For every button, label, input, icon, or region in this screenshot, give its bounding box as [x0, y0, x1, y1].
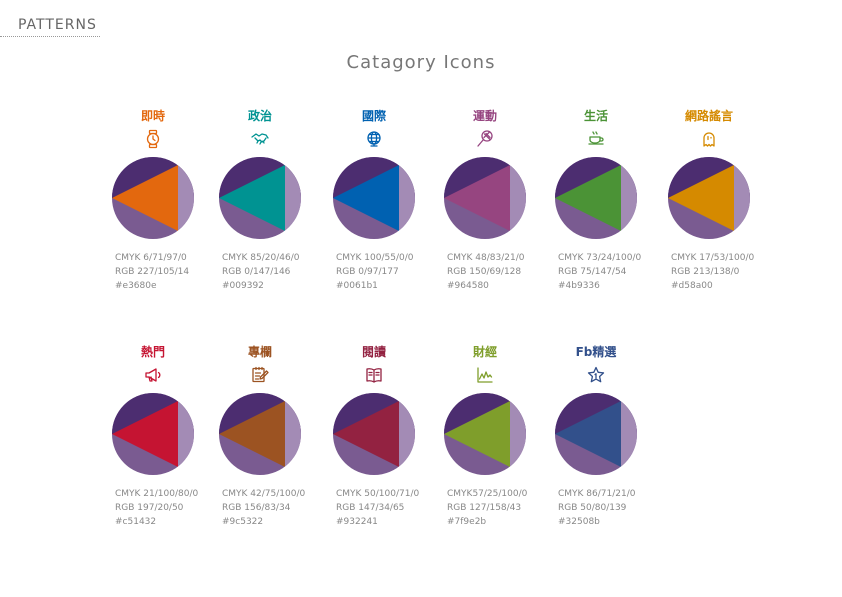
- color-specs: CMYK57/25/100/0 RGB 127/158/43 #7f9e2b: [447, 487, 557, 529]
- spec-hex: #9c5322: [222, 517, 264, 527]
- handshake-icon: [250, 129, 270, 149]
- color-specs: CMYK 73/24/100/0 RGB 75/147/54 #4b9336: [558, 251, 668, 293]
- swatch-triangle: [333, 165, 399, 231]
- category-name: 專欄: [247, 345, 272, 359]
- color-swatch: [555, 393, 637, 475]
- page-title: Catagory Icons: [346, 52, 496, 73]
- color-swatch: [219, 157, 301, 239]
- category-name: 政治: [247, 109, 272, 123]
- swatch-triangle: [555, 165, 621, 231]
- swatch-triangle: [444, 401, 510, 467]
- spec-cmyk: CMYK 50/100/71/0: [336, 489, 420, 499]
- swatch-triangle: [668, 165, 734, 231]
- color-swatch: [444, 393, 526, 475]
- category-name: 熱門: [140, 345, 165, 359]
- color-swatch: [333, 393, 415, 475]
- spec-cmyk: CMYK 42/75/100/0: [222, 489, 306, 499]
- color-specs: CMYK 48/83/21/0 RGB 150/69/128 #964580: [447, 251, 557, 293]
- line-chart-icon: [475, 365, 495, 385]
- spec-hex: #964580: [447, 281, 489, 291]
- swatch-triangle: [555, 401, 621, 467]
- watch-icon: [143, 129, 163, 149]
- spec-rgb: RGB 213/138/0: [671, 267, 740, 277]
- color-swatch: [555, 157, 637, 239]
- spec-rgb: RGB 147/34/65: [336, 503, 405, 513]
- spec-cmyk: CMYK 17/53/100/0: [671, 253, 755, 263]
- spec-hex: #d58a00: [671, 281, 713, 291]
- spec-cmyk: CMYK57/25/100/0: [447, 489, 528, 499]
- color-swatch: [668, 157, 750, 239]
- category-name: 網路謠言: [684, 109, 733, 123]
- spec-cmyk: CMYK 86/71/21/0: [558, 489, 636, 499]
- spec-rgb: RGB 0/147/146: [222, 267, 291, 277]
- section-divider: [0, 36, 100, 37]
- swatch-triangle: [333, 401, 399, 467]
- spec-cmyk: CMYK 100/55/0/0: [336, 253, 414, 263]
- color-specs: CMYK 17/53/100/0 RGB 213/138/0 #d58a00: [671, 251, 781, 293]
- spec-rgb: RGB 156/83/34: [222, 503, 291, 513]
- category-name: 運動: [472, 109, 497, 123]
- globe-icon: [364, 129, 384, 149]
- category-name: 閱讀: [361, 345, 386, 359]
- swatch-triangle: [219, 401, 285, 467]
- ghost-icon: [699, 129, 719, 149]
- spec-hex: #4b9336: [558, 281, 600, 291]
- color-specs: CMYK 100/55/0/0 RGB 0/97/177 #0061b1: [336, 251, 446, 293]
- spec-hex: #32508b: [558, 517, 600, 527]
- color-swatch: [112, 157, 194, 239]
- open-book-icon: [364, 365, 384, 385]
- spec-hex: #e3680e: [115, 281, 157, 291]
- swatch-triangle: [112, 401, 178, 467]
- color-swatch: [112, 393, 194, 475]
- category-name: 財經: [472, 345, 497, 359]
- spec-rgb: RGB 227/105/14: [115, 267, 190, 277]
- color-specs: CMYK 85/20/46/0 RGB 0/147/146 #009392: [222, 251, 332, 293]
- color-swatch: [444, 157, 526, 239]
- category-name: 即時: [140, 109, 165, 123]
- spec-rgb: RGB 75/147/54: [558, 267, 627, 277]
- spec-rgb: RGB 127/158/43: [447, 503, 522, 513]
- category-name: 國際: [361, 109, 386, 123]
- spec-hex: #7f9e2b: [447, 517, 487, 527]
- spec-cmyk: CMYK 6/71/97/0: [115, 253, 187, 263]
- swatch-triangle: [112, 165, 178, 231]
- color-swatch: [333, 157, 415, 239]
- swatch-triangle: [219, 165, 285, 231]
- color-specs: CMYK 86/71/21/0 RGB 50/80/139 #32508b: [558, 487, 668, 529]
- swatch-triangle: [444, 165, 510, 231]
- star-icon: [586, 365, 606, 385]
- spec-hex: #c51432: [115, 517, 157, 527]
- racket-icon: [475, 129, 495, 149]
- spec-rgb: RGB 0/97/177: [336, 267, 399, 277]
- color-swatch: [219, 393, 301, 475]
- section-label: PATTERNS: [18, 17, 97, 33]
- spec-cmyk: CMYK 85/20/46/0: [222, 253, 300, 263]
- color-specs: CMYK 21/100/80/0 RGB 197/20/50 #c51432: [115, 487, 225, 529]
- color-specs: CMYK 50/100/71/0 RGB 147/34/65 #932241: [336, 487, 446, 529]
- spec-hex: #009392: [222, 281, 264, 291]
- color-specs: CMYK 6/71/97/0 RGB 227/105/14 #e3680e: [115, 251, 225, 293]
- spec-rgb: RGB 197/20/50: [115, 503, 184, 513]
- spec-cmyk: CMYK 48/83/21/0: [447, 253, 525, 263]
- category-name: Fb精選: [575, 345, 617, 359]
- category-name: 生活: [583, 109, 608, 123]
- spec-hex: #932241: [336, 517, 378, 527]
- spec-cmyk: CMYK 21/100/80/0: [115, 489, 199, 499]
- megaphone-icon: [143, 365, 163, 385]
- spec-rgb: RGB 50/80/139: [558, 503, 627, 513]
- spec-rgb: RGB 150/69/128: [447, 267, 522, 277]
- color-specs: CMYK 42/75/100/0 RGB 156/83/34 #9c5322: [222, 487, 332, 529]
- coffee-cup-icon: [586, 129, 606, 149]
- spec-hex: #0061b1: [336, 281, 378, 291]
- notepad-pen-icon: [250, 365, 270, 385]
- spec-cmyk: CMYK 73/24/100/0: [558, 253, 642, 263]
